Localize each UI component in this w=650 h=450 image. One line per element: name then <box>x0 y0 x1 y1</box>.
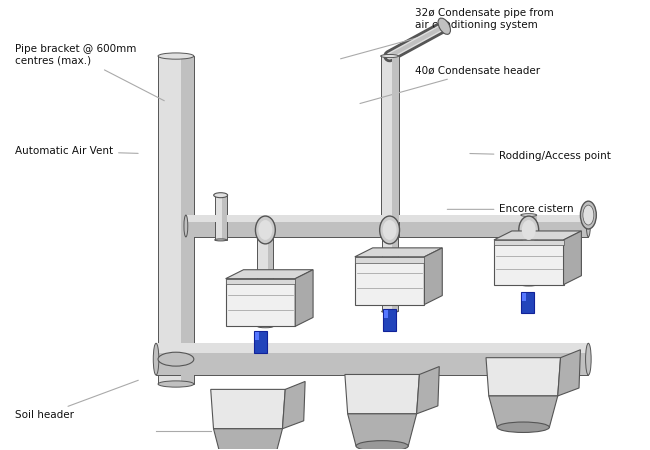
Ellipse shape <box>586 343 591 375</box>
Polygon shape <box>211 389 285 429</box>
Ellipse shape <box>583 205 594 225</box>
Ellipse shape <box>158 381 194 387</box>
Ellipse shape <box>380 216 400 244</box>
Text: 32ø Condensate pipe from
air conditioning system: 32ø Condensate pipe from air conditionin… <box>341 9 554 59</box>
Ellipse shape <box>158 352 194 366</box>
Polygon shape <box>345 374 419 414</box>
Bar <box>384 310 387 319</box>
Bar <box>531 215 537 285</box>
Ellipse shape <box>214 194 227 196</box>
Bar <box>156 343 588 375</box>
Ellipse shape <box>383 220 396 240</box>
Ellipse shape <box>214 193 228 198</box>
Polygon shape <box>489 396 558 427</box>
Ellipse shape <box>184 215 188 237</box>
Polygon shape <box>564 231 581 285</box>
Bar <box>494 240 564 245</box>
Bar <box>522 292 526 301</box>
Bar <box>255 333 259 340</box>
Polygon shape <box>558 350 580 396</box>
Bar <box>383 310 396 331</box>
Text: Rodding/Access point: Rodding/Access point <box>470 151 611 161</box>
Polygon shape <box>295 270 313 326</box>
Text: Encore cistern: Encore cistern <box>447 204 574 214</box>
Bar <box>382 237 398 311</box>
Bar <box>268 237 273 326</box>
Bar <box>254 331 267 353</box>
Bar <box>222 195 227 240</box>
Ellipse shape <box>257 235 273 239</box>
Bar <box>392 237 398 311</box>
Text: Pipe bracket @ 600mm
centres (max.): Pipe bracket @ 600mm centres (max.) <box>15 44 164 101</box>
Polygon shape <box>494 240 564 285</box>
Ellipse shape <box>381 235 398 239</box>
Bar <box>181 56 194 384</box>
Polygon shape <box>348 414 417 446</box>
Ellipse shape <box>521 283 537 286</box>
Bar <box>521 292 534 314</box>
Ellipse shape <box>382 310 398 313</box>
Polygon shape <box>486 358 560 396</box>
Ellipse shape <box>153 343 159 375</box>
Polygon shape <box>494 231 581 240</box>
Ellipse shape <box>586 215 590 237</box>
Ellipse shape <box>521 214 537 216</box>
Ellipse shape <box>255 216 276 244</box>
Text: Soil header: Soil header <box>15 380 138 420</box>
Ellipse shape <box>382 235 398 239</box>
Polygon shape <box>355 257 424 305</box>
Polygon shape <box>424 248 442 305</box>
Ellipse shape <box>381 54 398 58</box>
Ellipse shape <box>438 18 450 34</box>
Ellipse shape <box>158 53 194 59</box>
Ellipse shape <box>522 220 536 240</box>
Polygon shape <box>283 382 305 429</box>
Bar <box>214 195 227 240</box>
Ellipse shape <box>214 239 227 241</box>
Bar <box>381 56 398 237</box>
Bar <box>186 215 588 237</box>
Ellipse shape <box>580 201 596 229</box>
Ellipse shape <box>519 216 539 244</box>
Polygon shape <box>355 248 442 257</box>
Bar <box>226 279 295 284</box>
Ellipse shape <box>356 441 408 450</box>
Ellipse shape <box>257 325 273 328</box>
Polygon shape <box>213 429 283 450</box>
Bar <box>186 215 588 221</box>
Polygon shape <box>417 366 439 414</box>
Polygon shape <box>226 270 313 279</box>
Bar <box>393 56 398 237</box>
Ellipse shape <box>497 422 549 432</box>
Text: 40ø Condensate header: 40ø Condensate header <box>360 66 541 104</box>
Ellipse shape <box>259 220 272 240</box>
Bar <box>257 237 273 326</box>
Bar <box>158 56 194 384</box>
Text: Automatic Air Vent: Automatic Air Vent <box>15 146 138 156</box>
Bar <box>156 343 588 353</box>
Bar <box>521 215 537 285</box>
Polygon shape <box>226 279 295 326</box>
Bar <box>355 257 424 262</box>
